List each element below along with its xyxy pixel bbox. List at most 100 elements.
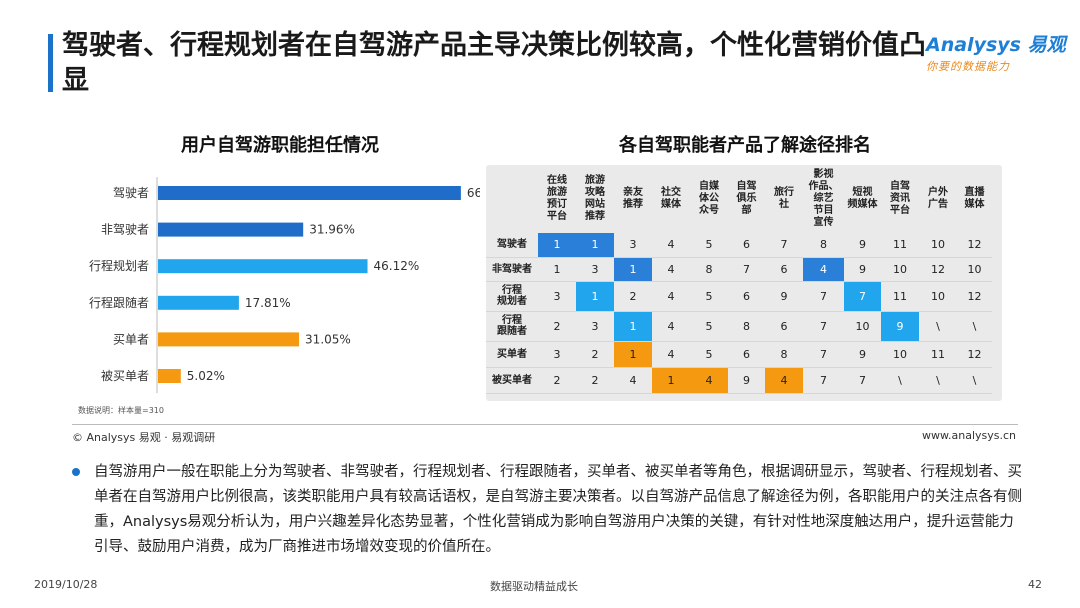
table-cell: 2 [614, 281, 652, 312]
table-cell: 7 [803, 311, 844, 342]
table-cell: \ [919, 311, 957, 342]
table-column-header: 直播 媒体 [964, 187, 985, 210]
table-cell: 1 [576, 233, 614, 258]
table-cell: 1 [538, 233, 576, 258]
ranking-table: 在线 旅游 预订 平台 旅游 攻略 网站 推荐 亲友 推荐 社交 媒体 自媒 体公 众号 自驾 俱乐部旅行社影视… [486, 165, 992, 394]
table-cell: 4 [690, 367, 728, 394]
table-cell: 4 [652, 341, 690, 368]
divider-line [72, 424, 1018, 425]
table-cell: 4 [765, 367, 803, 394]
bar [158, 295, 239, 310]
table-cell: 3 [576, 311, 614, 342]
bar-category-label: 被买单者 [101, 369, 149, 383]
summary-bullet: 自驾游用户一般在职能上分为驾驶者、非驾驶者，行程规划者、行程跟随者，买单者、被买… [72, 460, 1022, 560]
bar [158, 222, 304, 237]
table-cell: 12 [957, 233, 992, 258]
bar-category-label: 行程跟随者 [89, 295, 149, 310]
bar [158, 259, 368, 274]
website-link[interactable]: www.analysys.cn [922, 429, 1016, 442]
table-cell: 4 [652, 257, 690, 282]
table-cell: 1 [576, 281, 614, 312]
page-title: 驾驶者、行程规划者在自驾游产品主导决策比例较高，个性化营销价值凸显 [62, 30, 926, 96]
bar-category-label: 买单者 [113, 332, 149, 346]
table-column-header: 旅行社 [774, 187, 794, 210]
table-cell: 8 [728, 311, 765, 342]
table-cell: 5 [690, 341, 728, 368]
table-cell: 2 [538, 367, 576, 394]
bar-chart-title: 用户自驾游职能担任情况 [181, 135, 379, 156]
table-row-header: 买单者 [486, 341, 538, 368]
title-accent-bar [48, 34, 53, 92]
table-cell: 10 [881, 257, 919, 282]
table-cell: 2 [576, 367, 614, 394]
table-cell: 9 [765, 281, 803, 312]
table-cell: 3 [614, 233, 652, 258]
table-cell: 6 [765, 257, 803, 282]
table-column-header: 自驾 俱乐部 [736, 181, 757, 216]
table-cell: 9 [844, 341, 881, 368]
bullet-dot-icon [72, 468, 80, 476]
table-row: 买单者 3 2 1 4 5 6 8 7 9 10 11 12 [486, 341, 992, 368]
table-cell: 3 [576, 257, 614, 282]
bar-value-label: 31.05% [305, 332, 351, 346]
source-text: © Analysys 易观 · 易观调研 [72, 431, 216, 444]
table-cell: 8 [765, 341, 803, 368]
bar [158, 186, 461, 200]
table-cell: 7 [844, 367, 881, 394]
analysys-logo: Analysys 易观 你要的数据能力 [926, 30, 1066, 74]
table-row: 驾驶者 1 1 3 4 5 6 7 8 9 11 10 12 [486, 233, 992, 258]
table-row: 行程 规划者 3 1 2 4 5 6 9 7 7 11 10 12 [486, 281, 992, 312]
table-cell: 1 [614, 257, 652, 282]
table-cell: 2 [576, 341, 614, 368]
table-column-header: 自驾 资讯 平台 [890, 181, 910, 216]
bar-value-label: 46.12% [374, 259, 420, 273]
table-column-header: 自媒 体公 众号 [699, 181, 719, 216]
page-number: 42 [1028, 578, 1042, 591]
table-column-header: 亲友 推荐 [623, 187, 643, 210]
table-column-header: 在线 旅游 预订 平台 [547, 175, 567, 222]
table-cell: 11 [881, 233, 919, 258]
table-cell: 1 [538, 257, 576, 282]
table-cell: 7 [844, 281, 881, 312]
table-cell: 6 [728, 341, 765, 368]
role-bar-chart: 驾驶者 66.67% 非驾驶者 31.96% 行程规划者 46.12% 行程跟随者 17.81… [89, 177, 480, 393]
table-cell: 10 [957, 257, 992, 282]
table-cell: 9 [728, 367, 765, 394]
table-cell: 7 [728, 257, 765, 282]
table-cell: 7 [803, 367, 844, 394]
table-cell: 9 [844, 257, 881, 282]
bar-value-label: 31.96% [309, 223, 355, 237]
table-cell: 7 [803, 281, 844, 312]
footer-slogan: 数据驱动精益成长 [490, 580, 578, 593]
table-cell: 8 [803, 233, 844, 258]
sample-note: 数据说明：样本量=310 [78, 406, 164, 415]
table-column-header: 短视 频媒体 [847, 187, 878, 210]
table-cell: 6 [728, 281, 765, 312]
bar [158, 332, 300, 347]
table-row-header: 驾驶者 [486, 233, 538, 258]
table-cell: 8 [690, 257, 728, 282]
table-cell: 2 [538, 311, 576, 342]
summary-text: 自驾游用户一般在职能上分为驾驶者、非驾驶者，行程规划者、行程跟随者，买单者、被买… [94, 464, 1022, 555]
table-cell: \ [881, 367, 919, 394]
table-cell: 4 [652, 233, 690, 258]
table-cell: 6 [765, 311, 803, 342]
table-cell: \ [957, 311, 992, 342]
table-cell: 12 [957, 281, 992, 312]
table-cell: 11 [881, 281, 919, 312]
bar [158, 369, 181, 383]
table-cell: \ [957, 367, 992, 394]
logo-sub-text: 你要的数据能力 [926, 60, 1010, 73]
table-cell: 10 [919, 233, 957, 258]
table-row-header: 非驾驶者 [486, 257, 538, 282]
table-row-header: 被买单者 [486, 367, 538, 394]
table-cell: 9 [844, 233, 881, 258]
table-cell: 7 [765, 233, 803, 258]
bar-category-label: 非驾驶者 [101, 222, 149, 237]
bar-value-label: 66.67% [467, 186, 480, 200]
table-cell: 4 [803, 257, 844, 282]
table-row: 非驾驶者 1 3 1 4 8 7 6 4 9 10 12 10 [486, 257, 992, 282]
table-corner-cell [486, 165, 538, 233]
footer-date: 2019/10/28 [34, 578, 98, 591]
table-cell: 1 [614, 311, 652, 342]
